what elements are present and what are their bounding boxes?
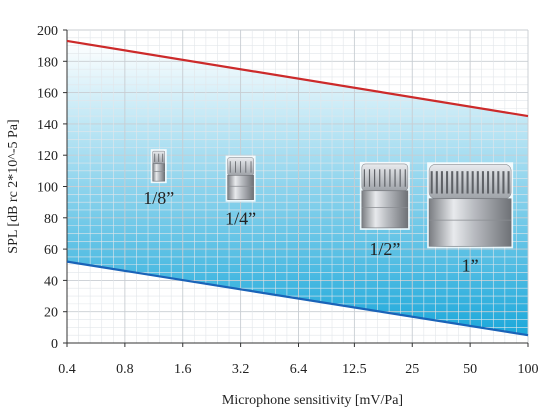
microphone-capsule-icon	[427, 162, 514, 249]
y-tick-label: 200	[37, 24, 58, 39]
x-tick-label: 25	[405, 362, 419, 377]
lower-limit-line	[66, 260, 529, 337]
y-tick-label: 40	[44, 274, 58, 289]
microphone-capsule-icon	[150, 149, 167, 184]
tick-labels: 0 20 40 60 80 100 120 140 160 180 200 0.4 0.8 1.6 3.2 6…	[37, 24, 539, 377]
y-tick-label: 20	[44, 306, 58, 321]
capsule-body	[152, 163, 166, 182]
y-tick-label: 60	[44, 243, 58, 258]
x-tick-label: 0.8	[116, 362, 134, 377]
y-tick-label: 80	[44, 212, 58, 227]
series-lines	[66, 39, 529, 337]
y-tick-label: 100	[37, 181, 58, 196]
y-tick-label: 160	[37, 87, 58, 102]
microphone-capsule-icon	[225, 155, 256, 202]
x-tick-label: 6.4	[290, 362, 308, 377]
range-band	[67, 40, 528, 336]
axes	[63, 29, 529, 347]
annotations: 1/8” 1/4” 1/2” 1”	[143, 149, 514, 275]
x-tick-label: 12.5	[342, 362, 367, 377]
microphone-size-label: 1/2”	[369, 239, 400, 259]
x-tick-label: 100	[518, 362, 539, 377]
x-tick-label: 3.2	[232, 362, 250, 377]
x-tick-label: 50	[463, 362, 477, 377]
capsule-body	[361, 190, 409, 229]
y-axis-title: SPL [dB rc 2*10^-5 Pa]	[6, 119, 21, 253]
capsule-body	[227, 175, 254, 200]
microphone-size-label: 1/4”	[225, 209, 256, 229]
x-tick-label: 0.4	[58, 362, 76, 377]
y-tick-label: 140	[37, 118, 58, 133]
y-tick-label: 180	[37, 55, 58, 70]
capsule-body	[428, 198, 512, 247]
y-tick-label: 120	[37, 149, 58, 164]
microphone-size-label: 1”	[462, 255, 479, 275]
x-tick-label: 1.6	[174, 362, 192, 377]
microphone-capsule-icon	[359, 161, 410, 230]
upper-limit-line	[66, 39, 529, 118]
y-tick-label: 0	[51, 337, 58, 352]
microphone-size-label: 1/8”	[143, 188, 174, 208]
fill-band	[67, 40, 528, 336]
x-axis-title: Microphone sensitivity [mV/Pa]	[222, 393, 403, 408]
